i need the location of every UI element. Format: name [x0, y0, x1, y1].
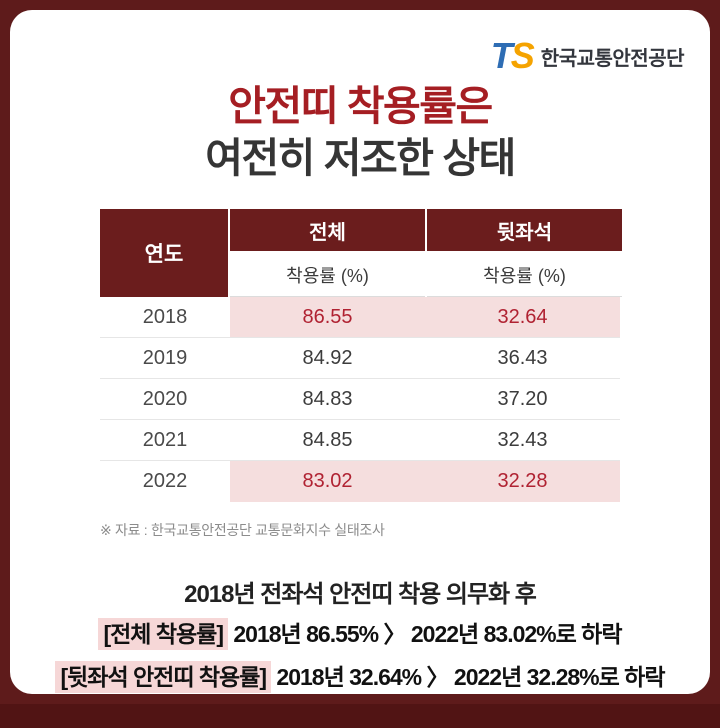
cell-year: 2020	[142, 387, 188, 410]
ts-logo-icon: TS	[490, 35, 535, 76]
summary-rear-text: 2018년 32.64% 〉 2022년 32.28%로 하락	[271, 663, 665, 690]
cell-year: 2021	[142, 428, 188, 451]
page-title: 안전띠 착용률은 여전히 저조한 상태	[10, 83, 710, 183]
subheader-total-rate: 착용률 (%)	[230, 253, 425, 298]
summary-rear-line: [뒷좌석 안전띠 착용률] 2018년 32.64% 〉 2022년 32.28…	[10, 660, 710, 694]
ts-logo-s: S	[510, 35, 535, 76]
cell-rear: 32.43	[497, 428, 548, 451]
cell-rear: 32.28	[425, 461, 620, 503]
ts-logo-t: T	[490, 35, 513, 76]
seatbelt-rate-table: 연도 전체 뒷좌석 착용률 (%) 착용률 (%) 2018 86.55 32.…	[100, 209, 622, 503]
title-line-2: 여전히 저조한 상태	[205, 135, 516, 182]
cell-rear: 37.20	[497, 387, 548, 410]
summary-intro: 2018년 전좌석 안전띠 착용 의무화 후	[184, 581, 537, 609]
table-row: 2022 83.02 32.28	[100, 461, 620, 503]
table-header: 연도 전체 뒷좌석 착용률 (%) 착용률 (%)	[100, 209, 622, 298]
header-year: 연도	[100, 209, 228, 298]
infographic-card: TS 한국교통안전공단 안전띠 착용률은 여전히 저조한 상태 연도 전체 뒷좌…	[10, 10, 710, 694]
cell-year: 2022	[142, 470, 188, 493]
table-row: 2019 84.92 36.43	[100, 338, 620, 380]
summary-total-text: 2018년 86.55% 〉 2022년 83.02%로 하락	[228, 621, 622, 648]
summary-total-label: [전체 착용률]	[98, 618, 228, 651]
cell-total: 86.55	[230, 297, 425, 338]
table-row: 2020 84.83 37.20	[100, 379, 620, 421]
header-rear: 뒷좌석	[427, 209, 622, 252]
cell-total: 84.85	[302, 428, 353, 451]
cell-year: 2018	[142, 305, 188, 328]
cell-rear: 36.43	[497, 346, 548, 369]
org-logo: TS 한국교통안전공단	[490, 35, 685, 76]
table-row: 2018 86.55 32.64	[100, 297, 620, 339]
cell-rear: 32.64	[425, 297, 620, 338]
cell-total: 84.92	[302, 346, 353, 369]
summary-total-line: [전체 착용률] 2018년 86.55% 〉 2022년 83.02%로 하락	[10, 618, 710, 651]
cell-total: 83.02	[230, 461, 425, 503]
title-line-1: 안전띠 착용률은	[228, 83, 493, 129]
cell-total: 84.83	[302, 387, 353, 410]
cell-year: 2019	[142, 346, 188, 369]
header-total: 전체	[230, 209, 425, 252]
org-name: 한국교통안전공단	[540, 47, 685, 70]
bottom-accent-bar	[0, 704, 720, 728]
table-row: 2021 84.85 32.43	[100, 420, 620, 462]
source-footnote: ※ 자료 : 한국교통안전공단 교통문화지수 실태조사	[100, 522, 385, 539]
subheader-rear-rate: 착용률 (%)	[427, 253, 622, 298]
summary-rear-label: [뒷좌석 안전띠 착용률]	[55, 660, 272, 693]
